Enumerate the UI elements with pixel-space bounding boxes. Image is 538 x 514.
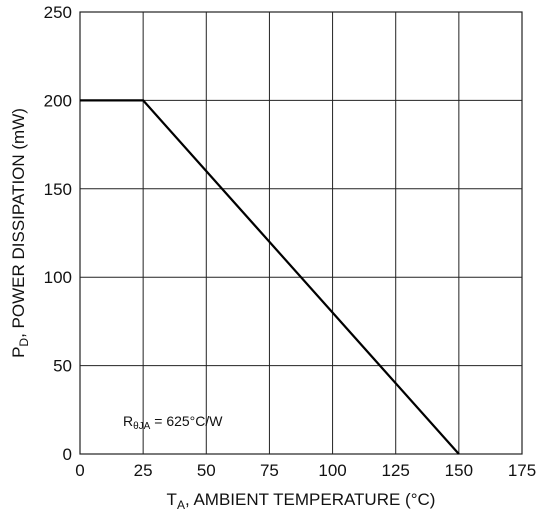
x-tick-label: 175 bbox=[508, 461, 536, 480]
y-tick-labels: 0 50 100 150 200 250 bbox=[44, 3, 72, 464]
x-tick-label: 150 bbox=[445, 461, 473, 480]
x-tick-label: 0 bbox=[75, 461, 84, 480]
x-tick-label: 100 bbox=[318, 461, 346, 480]
x-tick-label: 50 bbox=[197, 461, 216, 480]
x-tick-labels: 0 25 50 75 100 125 150 175 bbox=[75, 461, 536, 480]
series-layer bbox=[80, 99, 460, 455]
y-tick-label: 50 bbox=[53, 357, 72, 376]
x-tick-label: 25 bbox=[134, 461, 153, 480]
y-axis-label: PD, POWER DISSIPATION (mW) bbox=[9, 108, 31, 358]
annotation-thermal-resistance: RθJA = 625°C/W bbox=[123, 413, 223, 432]
y-tick-label: 0 bbox=[63, 445, 72, 464]
plot-frame bbox=[79, 11, 523, 455]
y-tick-label: 150 bbox=[44, 180, 72, 199]
series-line bbox=[80, 99, 460, 455]
y-tick-label: 250 bbox=[44, 3, 72, 22]
y-tick-label: 100 bbox=[44, 268, 72, 287]
y-tick-label: 200 bbox=[44, 91, 72, 110]
x-axis-label: TA, AMBIENT TEMPERATURE (°C) bbox=[167, 490, 436, 512]
x-tick-label: 75 bbox=[260, 461, 279, 480]
grid-lines bbox=[79, 11, 523, 455]
x-tick-label: 125 bbox=[382, 461, 410, 480]
